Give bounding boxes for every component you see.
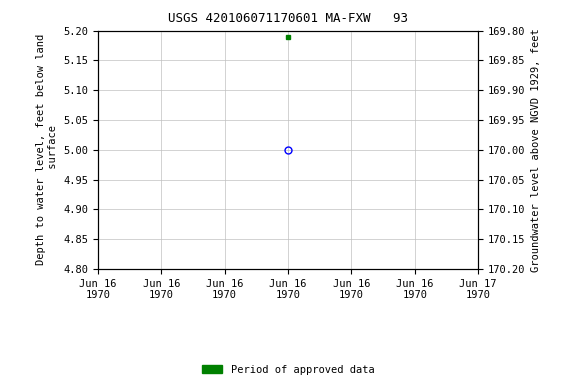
Title: USGS 420106071170601 MA-FXW   93: USGS 420106071170601 MA-FXW 93	[168, 12, 408, 25]
Y-axis label: Depth to water level, feet below land
 surface: Depth to water level, feet below land su…	[36, 34, 58, 265]
Y-axis label: Groundwater level above NGVD 1929, feet: Groundwater level above NGVD 1929, feet	[531, 28, 541, 271]
Legend: Period of approved data: Period of approved data	[198, 361, 378, 379]
